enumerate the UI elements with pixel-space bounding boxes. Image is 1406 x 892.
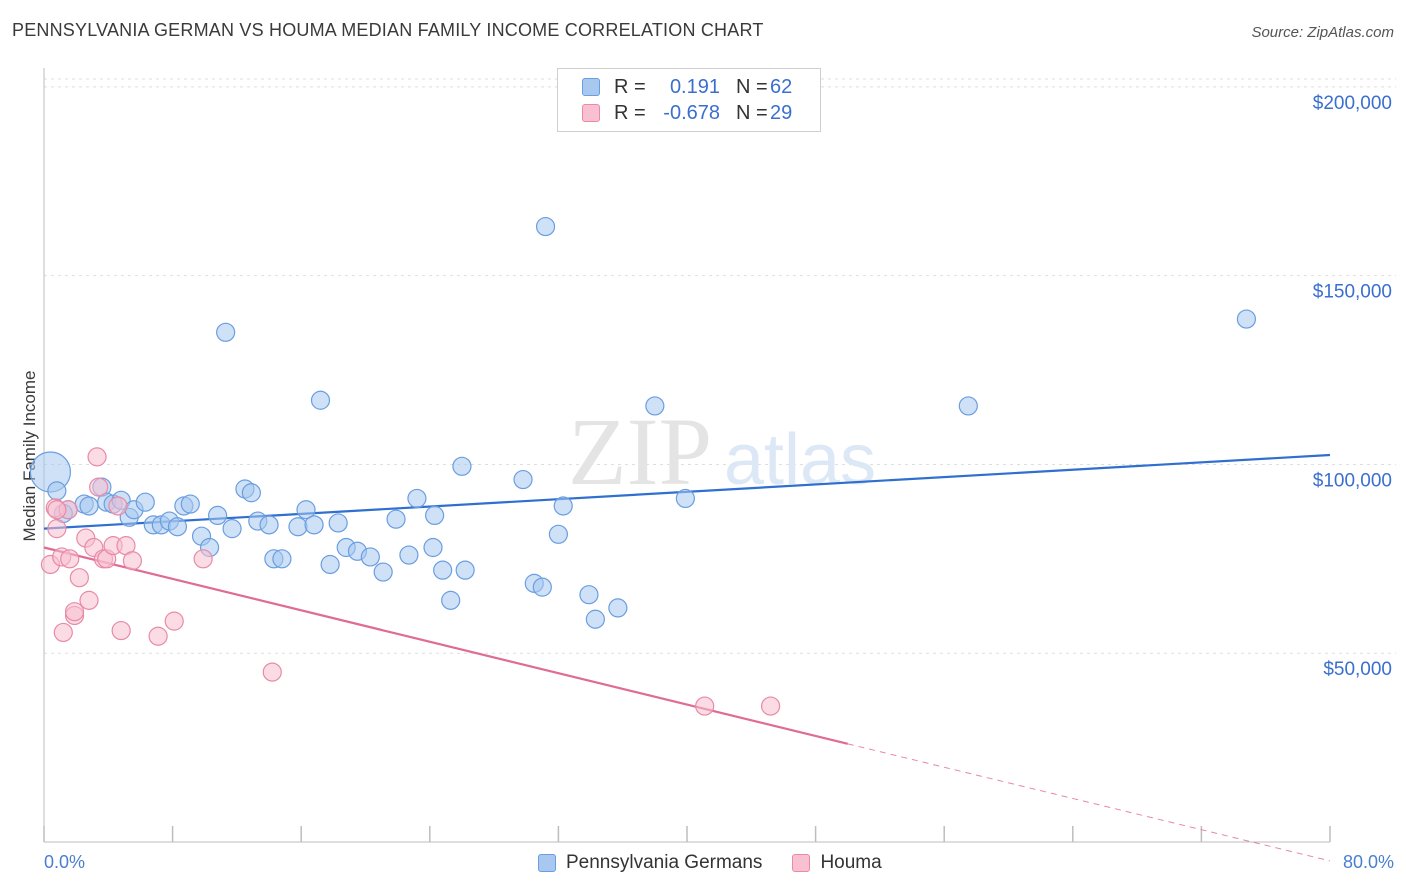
- data-point-houma: [69, 568, 89, 588]
- legend-n-label: N =: [736, 75, 768, 98]
- data-point-pennsylvania-germans: [1236, 309, 1257, 329]
- data-point-pennsylvania-germans: [310, 390, 331, 410]
- data-point-pennsylvania-germans: [373, 562, 393, 582]
- legend-row-pennsylvania-germans: R = 0.191 N = 62: [582, 75, 792, 99]
- chart-title: PENNSYLVANIA GERMAN VS HOUMA MEDIAN FAMI…: [12, 20, 764, 40]
- data-point-pennsylvania-germans: [304, 515, 324, 535]
- data-point-pennsylvania-germans: [208, 505, 228, 526]
- data-point-houma: [695, 696, 715, 716]
- data-point-pennsylvania-germans: [216, 322, 236, 342]
- data-point-houma: [47, 500, 67, 520]
- data-point-pennsylvania-germans: [425, 505, 445, 526]
- data-point-houma: [262, 662, 282, 682]
- data-point-houma: [164, 611, 184, 631]
- watermark-atlas: atlas: [724, 420, 876, 500]
- data-point-houma: [47, 519, 67, 539]
- data-point-pennsylvania-germans: [47, 481, 67, 501]
- data-point-pennsylvania-germans: [553, 496, 573, 516]
- gridlines: [44, 78, 1396, 654]
- legend-r-value: 0.191: [669, 75, 720, 98]
- data-point-houma: [193, 549, 213, 569]
- data-point-houma: [122, 551, 143, 571]
- source-credit: Source: ZipAtlas.com: [1251, 24, 1394, 41]
- trend-line-extension: [847, 743, 1331, 862]
- data-point-houma: [111, 620, 131, 641]
- data-point-pennsylvania-germans: [423, 537, 443, 558]
- x-tick-label-min: 0.0%: [44, 852, 86, 872]
- series-label: Houma: [820, 852, 882, 873]
- data-point-houma: [108, 496, 128, 516]
- correlation-legend: R = 0.191 N = 62 R = -0.678 N = 29: [557, 68, 821, 132]
- data-point-pennsylvania-germans: [958, 396, 978, 416]
- trend-line: [43, 546, 849, 745]
- data-point-pennsylvania-germans: [452, 456, 472, 476]
- data-point-pennsylvania-germans: [288, 517, 308, 537]
- y-tick-label: $150,000: [1313, 282, 1392, 303]
- series-label: Pennsylvania Germans: [566, 852, 763, 873]
- data-point-pennsylvania-germans: [579, 585, 599, 605]
- data-point-houma: [53, 622, 73, 643]
- data-point-pennsylvania-germans: [259, 515, 279, 535]
- data-point-pennsylvania-germans: [441, 590, 461, 610]
- data-point-pennsylvania-germans: [241, 483, 261, 503]
- data-point-pennsylvania-germans: [608, 598, 628, 618]
- watermark-zip: ZIP: [568, 398, 712, 505]
- data-point-pennsylvania-germans: [513, 469, 533, 490]
- legend-r-value: -0.678: [663, 101, 720, 124]
- x-tick-label-max: 80.0%: [1342, 852, 1394, 872]
- data-point-pennsylvania-germans: [407, 488, 427, 509]
- legend-row-houma: R = -0.678 N = 29: [582, 101, 792, 125]
- data-points: [29, 216, 1257, 716]
- data-point-houma: [87, 447, 107, 467]
- series-swatch-pink: [792, 854, 811, 872]
- data-point-pennsylvania-germans: [585, 609, 605, 629]
- y-tick-label: $100,000: [1313, 470, 1392, 491]
- data-point-pennsylvania-germans: [320, 554, 340, 575]
- data-point-pennsylvania-germans: [433, 560, 453, 580]
- legend-swatch-pink: [582, 104, 600, 122]
- data-point-pennsylvania-germans: [535, 216, 556, 237]
- data-point-pennsylvania-germans: [167, 517, 188, 537]
- data-point-pennsylvania-germans: [399, 545, 419, 565]
- y-tick-labels: $50,000 $100,000 $150,000 $200,000: [1313, 93, 1392, 680]
- data-point-pennsylvania-germans: [272, 549, 292, 569]
- data-point-houma: [64, 602, 85, 622]
- legend-n-label: N =: [736, 101, 768, 124]
- data-point-pennsylvania-germans: [548, 524, 569, 544]
- data-point-pennsylvania-germans: [532, 577, 552, 597]
- series-legend-pennsylvania-germans[interactable]: Pennsylvania Germans: [538, 852, 762, 874]
- data-point-houma: [148, 626, 168, 646]
- watermark: ZIP atlas: [568, 398, 876, 505]
- data-point-pennsylvania-germans: [79, 496, 99, 516]
- data-point-pennsylvania-germans: [180, 494, 200, 514]
- legend-n-value: 62: [770, 75, 793, 98]
- data-point-pennsylvania-germans: [675, 488, 695, 509]
- y-tick-label: $50,000: [1323, 659, 1392, 680]
- data-point-pennsylvania-germans: [360, 547, 380, 567]
- legend-r-label: R =: [614, 75, 646, 98]
- data-point-houma: [79, 590, 99, 610]
- data-point-pennsylvania-germans: [455, 560, 475, 580]
- y-tick-label: $200,000: [1313, 93, 1392, 114]
- data-point-pennsylvania-germans: [328, 513, 348, 533]
- data-point-pennsylvania-germans: [386, 509, 406, 529]
- legend-swatch-blue: [582, 78, 600, 96]
- data-point-houma: [60, 549, 80, 569]
- data-point-houma: [760, 696, 781, 716]
- series-legend-houma[interactable]: Houma: [792, 852, 882, 874]
- data-point-pennsylvania-germans: [296, 500, 316, 520]
- data-point-pennsylvania-germans: [222, 519, 242, 539]
- legend-r-label: R =: [614, 101, 646, 124]
- legend-n-value: 29: [770, 101, 793, 124]
- series-legend: Pennsylvania Germans Houma: [538, 852, 912, 874]
- data-point-pennsylvania-germans: [645, 396, 665, 416]
- series-swatch-blue: [538, 854, 556, 872]
- data-point-houma: [89, 477, 109, 497]
- data-point-pennsylvania-germans: [135, 492, 155, 512]
- trend-lines: [43, 453, 1331, 862]
